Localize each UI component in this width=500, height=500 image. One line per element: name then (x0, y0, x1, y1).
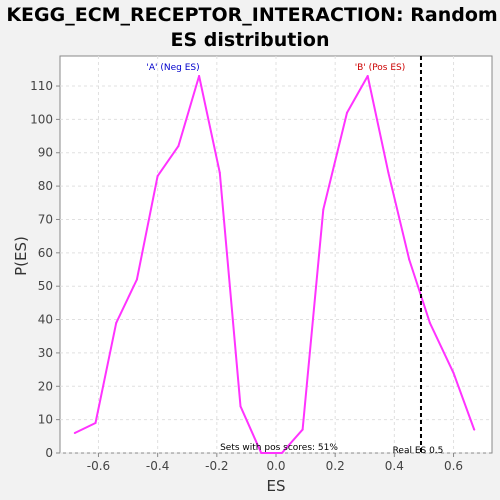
y-axis-label: P(ES) (12, 236, 30, 276)
x-tick-label: 0.2 (326, 459, 345, 473)
data-point (280, 452, 283, 454)
data-point (301, 428, 304, 431)
y-tick-label: 60 (38, 246, 53, 260)
y-tick-label: 80 (38, 179, 53, 193)
x-tick-label: 0.4 (385, 459, 404, 473)
series-line (74, 75, 476, 454)
y-tick-label: 40 (38, 313, 53, 327)
annotations: 'A' (Neg ES) 'B' (Pos ES) Sets with pos sc… (146, 56, 443, 456)
y-tick-label: 20 (38, 379, 53, 393)
y-tick-label: 50 (38, 279, 53, 293)
data-point (239, 405, 242, 408)
data-point (156, 175, 159, 178)
y-tick-label: 10 (38, 413, 53, 427)
x-axis-ticks: -0.6 -0.4 -0.2 0.0 0.2 0.4 0.6 (87, 453, 463, 473)
x-tick-label: -0.4 (146, 459, 169, 473)
y-axis-ticks: 0 10 20 30 40 50 60 70 80 90 100 110 (30, 79, 60, 460)
chart-title-line1: KEGG_ECM_RECEPTOR_INTERACTION: Random (6, 4, 497, 26)
x-tick-label: -0.6 (87, 459, 110, 473)
x-axis-label: ES (267, 477, 286, 495)
data-point (198, 75, 201, 78)
data-point (260, 452, 263, 454)
data-point (452, 371, 455, 374)
data-point (366, 75, 369, 78)
x-tick-label: 0.0 (266, 459, 285, 473)
data-point (346, 111, 349, 114)
x-tick-label: -0.2 (205, 459, 228, 473)
y-tick-label: 90 (38, 146, 53, 160)
data-point (322, 208, 325, 211)
data-point (428, 321, 431, 324)
data-point (115, 321, 118, 324)
neg-es-label: 'A' (Neg ES) (146, 63, 199, 73)
data-point (73, 431, 76, 434)
chart-title-line2: ES distribution (171, 29, 330, 51)
data-point (473, 428, 476, 431)
y-tick-label: 70 (38, 212, 53, 226)
y-tick-label: 0 (45, 446, 53, 460)
data-point (408, 258, 411, 261)
y-tick-label: 100 (30, 112, 53, 126)
sets-with-pos-scores-label: Sets with pos scores: 51% (220, 443, 338, 453)
x-tick-label: 0.6 (444, 459, 463, 473)
y-tick-label: 30 (38, 346, 53, 360)
y-tick-label: 110 (30, 79, 53, 93)
data-point (218, 171, 221, 174)
data-point (387, 171, 390, 174)
data-point (94, 421, 97, 424)
data-point (177, 145, 180, 148)
pos-es-label: 'B' (Pos ES) (355, 63, 406, 73)
data-point (135, 278, 138, 281)
series-group (73, 75, 476, 454)
real-es-label: Real ES 0.5 (393, 446, 444, 456)
